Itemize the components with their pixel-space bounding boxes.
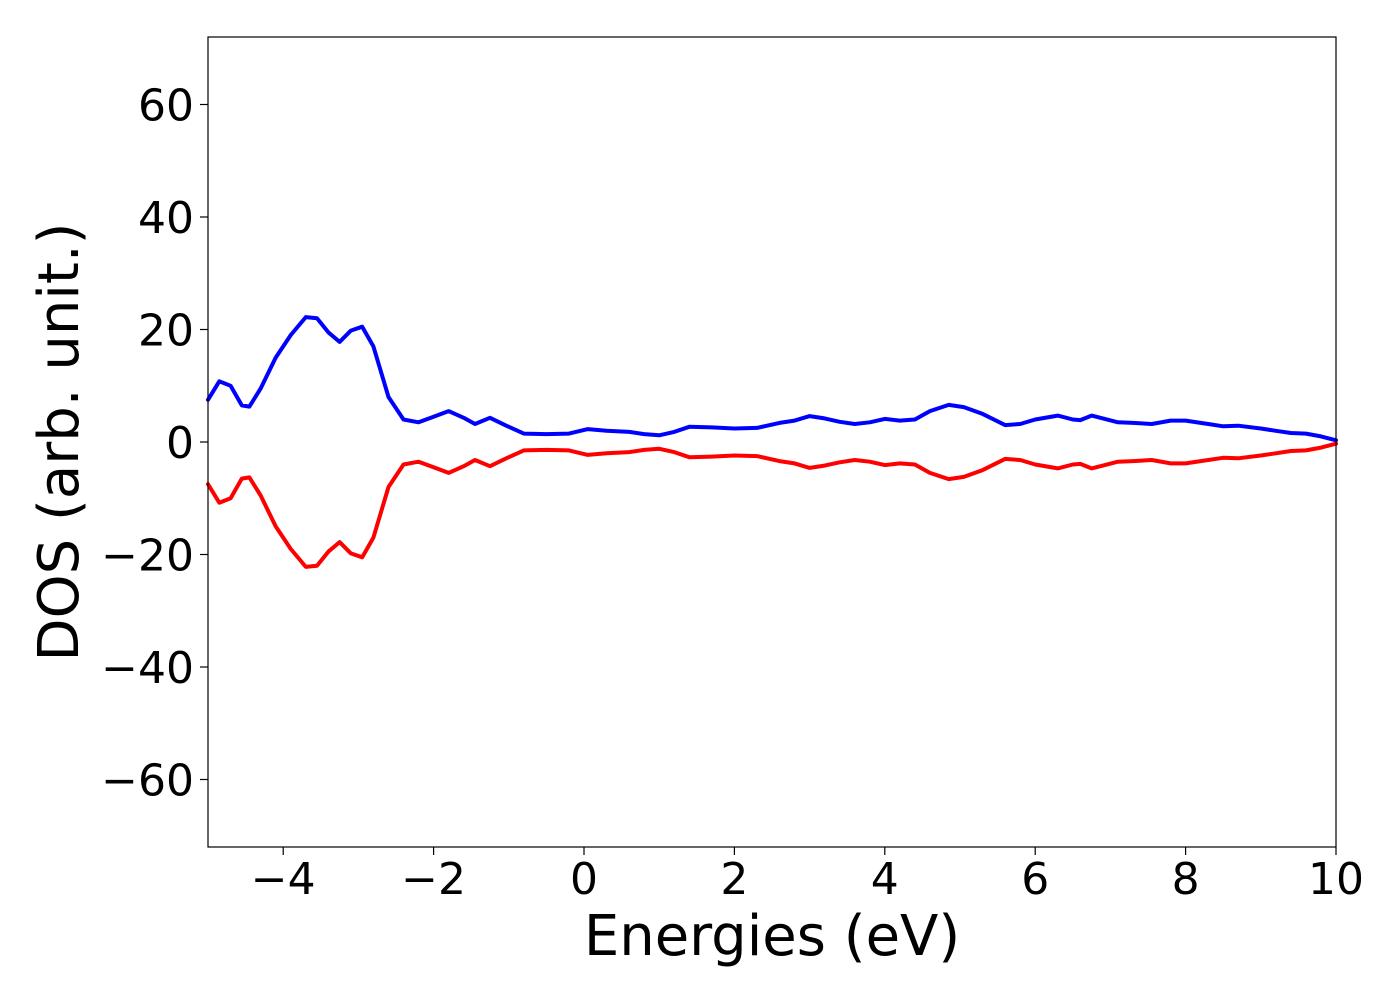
y-tick-label: 40 (138, 193, 194, 244)
y-tick-label: 0 (166, 418, 194, 469)
x-tick-label: 10 (1308, 854, 1364, 905)
x-tick-label: 8 (1172, 854, 1200, 905)
y-tick-label: −40 (101, 643, 194, 694)
y-tick-label: 60 (138, 81, 194, 132)
plot-area (206, 315, 1338, 569)
plot-frame (207, 36, 1337, 848)
x-tick-label: 6 (1021, 854, 1049, 905)
x-tick-label: 2 (720, 854, 748, 905)
y-axis-ticks: −60 −40 −20 0 20 40 60 (101, 81, 208, 807)
series-line-2 (206, 441, 1338, 569)
y-tick-label: −20 (101, 531, 194, 582)
x-tick-label: −2 (401, 854, 466, 905)
x-tick-label: −4 (251, 854, 316, 905)
x-tick-label: 4 (871, 854, 899, 905)
y-axis-label: DOS (arb. unit.) (27, 222, 92, 661)
y-tick-label: 20 (138, 306, 194, 357)
x-axis-ticks: −4 −2 0 2 4 6 8 10 (251, 847, 1364, 905)
series-line-1 (206, 315, 1338, 443)
x-axis-label: Energies (eV) (584, 904, 960, 969)
y-tick-label: −60 (101, 756, 194, 807)
x-tick-label: 0 (570, 854, 598, 905)
